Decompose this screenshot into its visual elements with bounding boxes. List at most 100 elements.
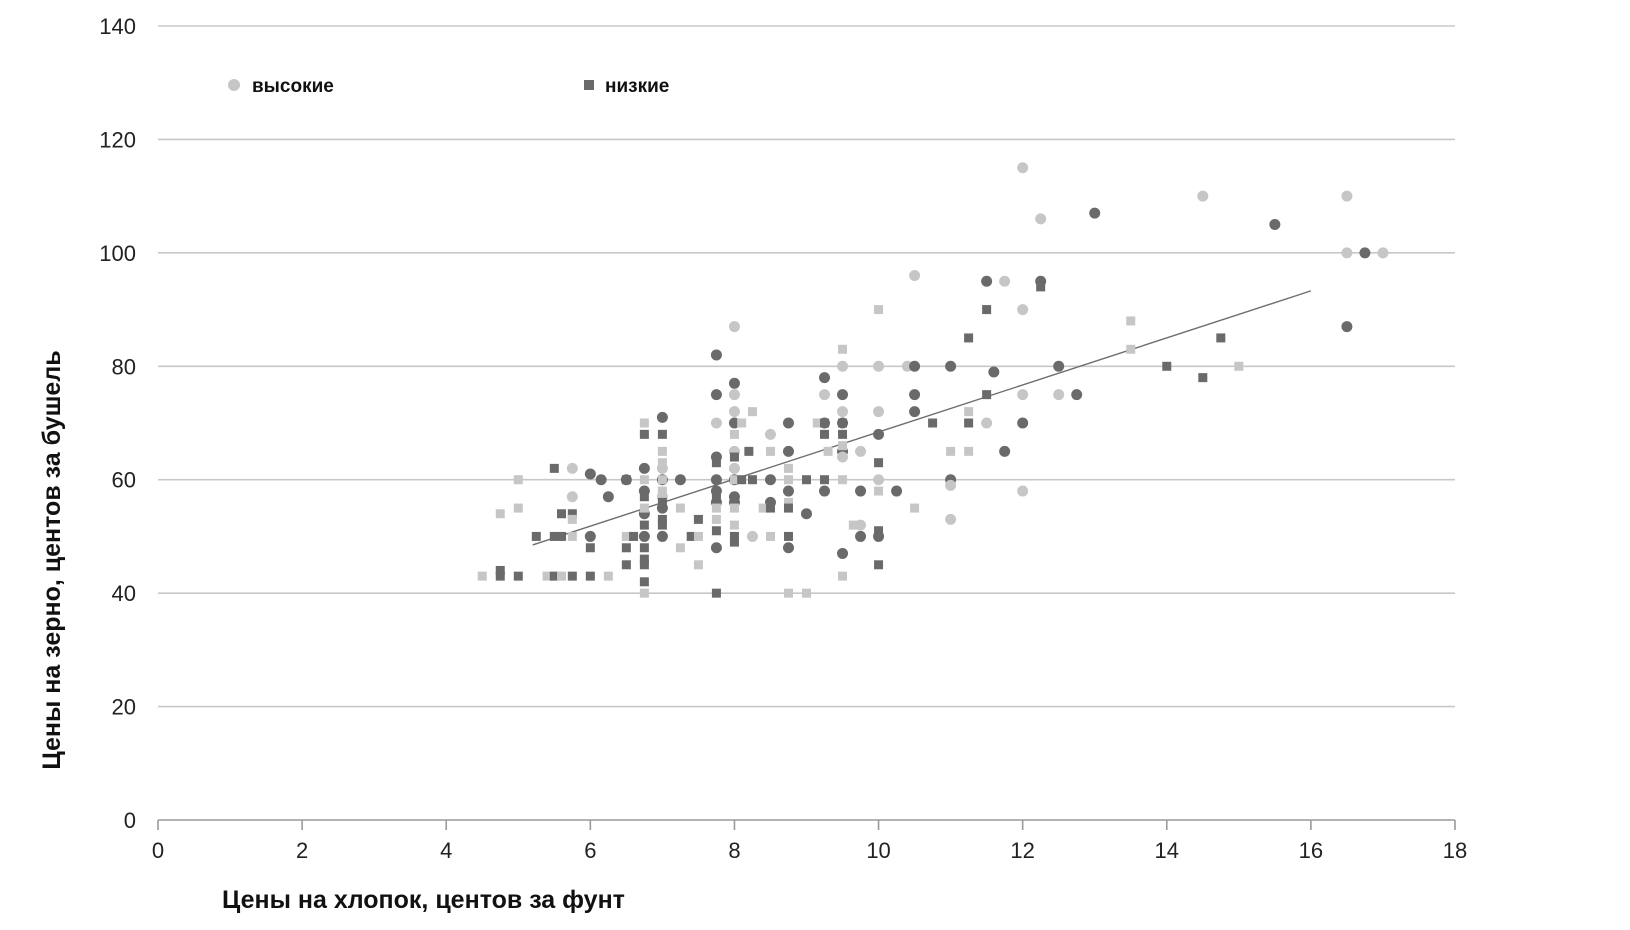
point-high-82 xyxy=(1017,389,1029,401)
point-low-8 xyxy=(542,571,552,581)
point-low-18 xyxy=(567,571,577,581)
point-low-11 xyxy=(549,571,559,581)
point-low-57 xyxy=(711,588,721,598)
point-high-5 xyxy=(602,491,614,503)
y-tick-label: 60 xyxy=(112,468,136,493)
point-high-19 xyxy=(710,389,722,401)
point-high-44 xyxy=(801,508,812,520)
point-high-46 xyxy=(819,389,831,401)
point-low-43 xyxy=(657,497,667,507)
point-low-101 xyxy=(946,446,956,456)
point-low-98 xyxy=(874,560,884,570)
point-high-4 xyxy=(595,474,607,486)
point-low-91 xyxy=(838,475,848,485)
point-low-64 xyxy=(729,537,739,547)
point-high-49 xyxy=(837,360,849,372)
point-low-51 xyxy=(693,560,703,570)
point-low-50 xyxy=(693,531,703,541)
y-axis-title: Цены на зерно, центов за бушель xyxy=(38,350,66,769)
tick-labels: 0 20 40 60 80 100 120 140 0 2 4 6 8 10 12 14 16 18 xyxy=(99,14,1467,863)
point-high-68 xyxy=(909,360,921,372)
point-low-55 xyxy=(711,514,721,524)
point-high-76 xyxy=(981,417,993,429)
point-low-28 xyxy=(639,429,649,439)
point-low-56 xyxy=(711,526,721,536)
point-low-105 xyxy=(964,446,974,456)
y-tick-label: 120 xyxy=(99,127,136,152)
point-high-94 xyxy=(1341,247,1353,259)
point-high-32 xyxy=(728,462,740,474)
point-high-50 xyxy=(837,389,849,401)
point-high-78 xyxy=(999,275,1011,287)
point-low-60 xyxy=(729,475,739,485)
point-low-44 xyxy=(657,514,667,524)
point-low-111 xyxy=(1162,361,1172,371)
x-tick-label: 2 xyxy=(296,838,308,863)
point-low-0 xyxy=(477,571,487,581)
point-low-109 xyxy=(1126,316,1136,326)
x-tick-label: 16 xyxy=(1299,838,1323,863)
point-high-74 xyxy=(945,513,957,525)
legend-marker-low xyxy=(584,80,594,90)
point-high-93 xyxy=(1341,190,1353,202)
point-high-18 xyxy=(710,349,722,361)
y-tick-label: 100 xyxy=(99,241,136,266)
y-tick-label: 140 xyxy=(99,14,136,39)
point-low-77 xyxy=(783,503,793,513)
point-high-95 xyxy=(1341,321,1353,333)
point-low-5 xyxy=(513,503,523,513)
point-high-28 xyxy=(728,389,740,401)
point-low-41 xyxy=(657,475,667,485)
point-low-114 xyxy=(1234,361,1244,371)
point-high-63 xyxy=(873,474,885,486)
point-low-81 xyxy=(802,588,811,598)
point-low-59 xyxy=(729,452,739,462)
point-low-79 xyxy=(783,588,793,598)
point-high-91 xyxy=(1197,190,1209,202)
point-low-15 xyxy=(567,509,577,519)
point-high-71 xyxy=(945,360,957,372)
point-low-32 xyxy=(639,520,649,530)
point-low-38 xyxy=(657,429,667,439)
point-low-90 xyxy=(838,441,848,451)
point-low-10 xyxy=(549,531,559,541)
point-high-88 xyxy=(1053,389,1065,401)
point-low-16 xyxy=(567,514,577,524)
point-low-52 xyxy=(711,458,721,468)
point-low-27 xyxy=(639,418,649,428)
point-high-10 xyxy=(638,530,650,542)
y-tick-label: 40 xyxy=(112,581,136,606)
point-low-61 xyxy=(729,503,739,513)
x-axis-title: Цены на хлопок, центов за фунт xyxy=(222,886,625,914)
point-low-78 xyxy=(783,531,793,541)
point-high-96 xyxy=(1359,247,1371,259)
x-tick-label: 0 xyxy=(152,838,164,863)
point-low-17 xyxy=(567,531,577,541)
point-low-104 xyxy=(964,418,974,428)
point-low-112 xyxy=(1198,373,1208,383)
y-tick-label: 0 xyxy=(124,808,136,833)
point-low-97 xyxy=(874,526,884,536)
point-low-2 xyxy=(495,565,505,575)
point-low-83 xyxy=(820,418,830,428)
point-high-61 xyxy=(873,406,885,418)
point-high-22 xyxy=(710,474,722,486)
point-high-25 xyxy=(710,542,722,554)
point-low-67 xyxy=(744,446,754,456)
point-high-1 xyxy=(566,491,578,503)
point-high-97 xyxy=(1377,247,1389,259)
point-high-29 xyxy=(728,406,740,418)
point-high-40 xyxy=(782,417,794,429)
point-high-36 xyxy=(746,530,758,542)
point-high-7 xyxy=(638,462,650,474)
point-low-108 xyxy=(1036,282,1046,292)
point-low-34 xyxy=(639,554,649,564)
point-high-67 xyxy=(909,270,921,282)
point-low-54 xyxy=(711,503,721,513)
point-low-40 xyxy=(657,458,667,468)
point-low-14 xyxy=(557,571,567,581)
point-low-75 xyxy=(783,475,793,485)
point-high-69 xyxy=(909,389,921,401)
point-high-54 xyxy=(837,451,849,463)
